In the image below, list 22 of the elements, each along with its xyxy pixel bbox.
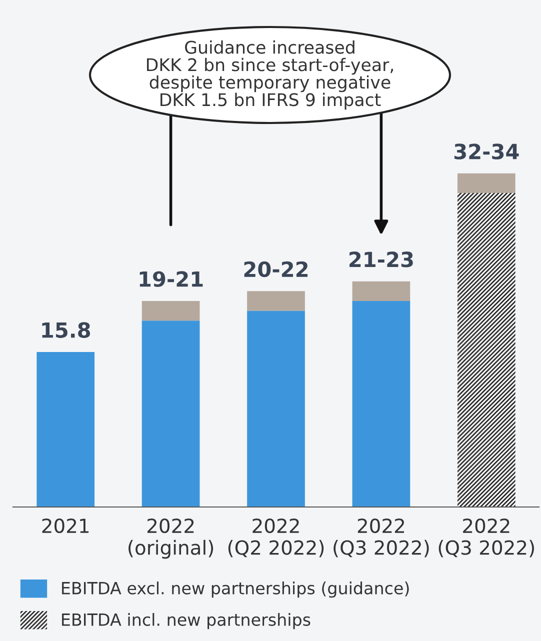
bar xyxy=(247,310,305,507)
data-label: 20-22 xyxy=(244,261,308,278)
bar xyxy=(142,300,200,321)
text: Guidance increased DKK 2 bn since start-of-year, despite temporary negative DKK 1.5 bn IFRS 9 impact xyxy=(147,40,394,110)
bar xyxy=(457,193,516,507)
x-tick-label: 2022 (Q3 2022) xyxy=(438,518,534,558)
bar xyxy=(142,320,200,507)
x-tick-label: 2022 (Q2 2022) xyxy=(228,518,324,558)
bar xyxy=(36,352,95,507)
x-tick-label: 2022 (Q3 2022) xyxy=(334,518,429,558)
bar xyxy=(352,281,410,301)
x-tick-label: 2021 xyxy=(42,518,89,534)
legend-label: EBITDA incl. new partnerships xyxy=(62,613,310,630)
legend-label: EBITDA excl. new partnerships (guidance) xyxy=(62,582,409,598)
data-label: 19-21 xyxy=(140,271,203,287)
bar xyxy=(457,173,516,194)
data-label: 21-23 xyxy=(350,252,413,268)
bar xyxy=(247,291,305,311)
bar xyxy=(352,300,410,507)
data-label: 32-34 xyxy=(454,144,519,160)
x-tick-label: 2022 (original) xyxy=(128,518,214,559)
data-label: 15.8 xyxy=(42,322,90,338)
